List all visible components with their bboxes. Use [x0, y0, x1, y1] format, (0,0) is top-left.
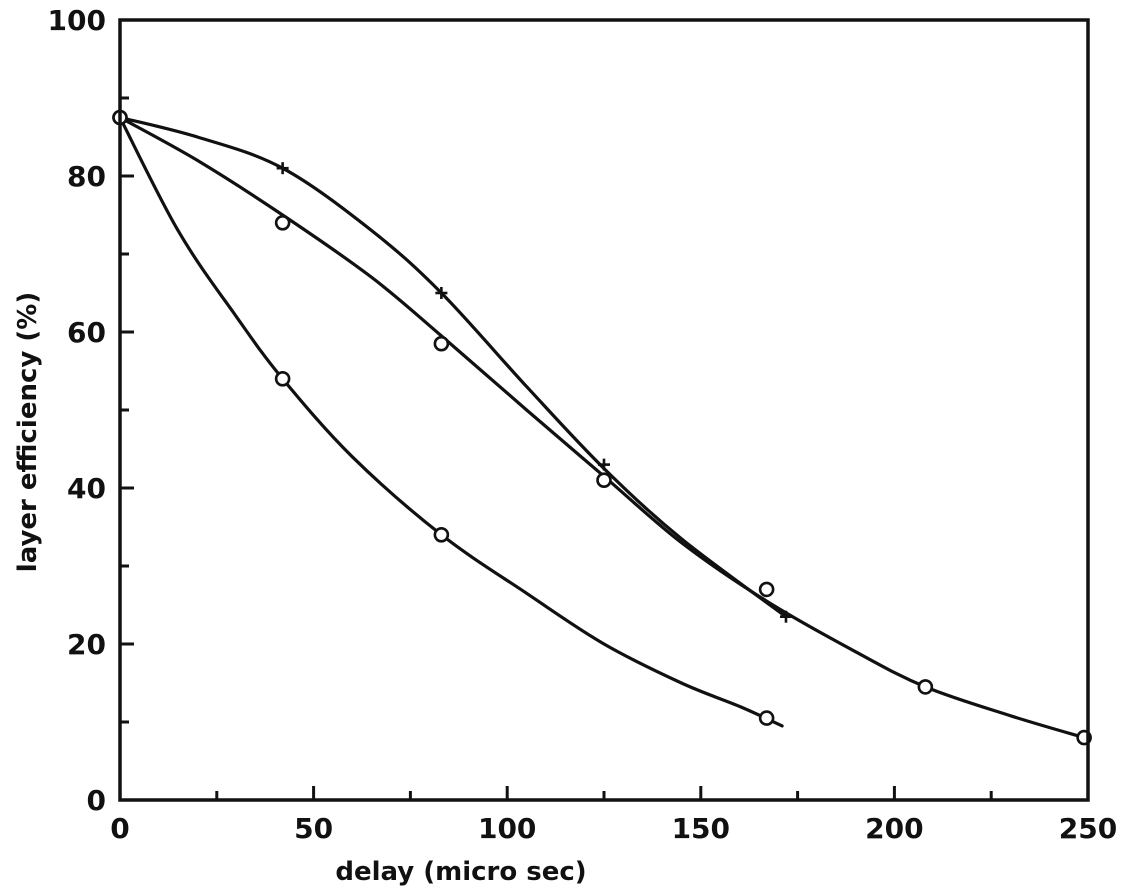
- y-tick-label: 20: [67, 628, 106, 661]
- plot-area: [112, 109, 1092, 746]
- y-tick-label: 80: [67, 160, 106, 193]
- series-2-point: [274, 215, 291, 231]
- x-tick-label: 100: [478, 812, 536, 845]
- series-3-point: [274, 370, 291, 387]
- series-1-point: [435, 287, 448, 299]
- series-3-point: [433, 526, 450, 543]
- x-tick-label: 0: [110, 812, 129, 845]
- series-3-line: [118, 115, 784, 728]
- x-tick-label: 150: [672, 812, 730, 845]
- plot-frame: [118, 18, 1090, 802]
- series-2-point: [917, 679, 934, 695]
- axes: 0 20 40 60 80 100 0 50 100 150 200 250: [48, 4, 1118, 845]
- x-axis-title: delay (micro sec): [335, 857, 586, 887]
- x-tick-label: 250: [1059, 812, 1117, 845]
- y-tick-label: 100: [48, 4, 106, 37]
- series-2-point: [596, 472, 612, 489]
- y-tick-label: 0: [87, 784, 106, 817]
- series-2-point: [758, 581, 775, 598]
- series-1-point: [276, 162, 289, 175]
- series-1-line: [118, 115, 788, 619]
- y-tick-label: 40: [67, 472, 106, 505]
- series-2-point: [433, 335, 450, 352]
- x-tick-label: 200: [865, 812, 923, 845]
- series-1-point: [779, 610, 792, 623]
- series-1-point: [598, 458, 610, 471]
- y-tick-label: 60: [67, 316, 106, 349]
- series-3-point: [758, 710, 775, 726]
- x-tick-label: 50: [294, 812, 333, 845]
- y-axis-title: layer efficiency (%): [13, 292, 43, 572]
